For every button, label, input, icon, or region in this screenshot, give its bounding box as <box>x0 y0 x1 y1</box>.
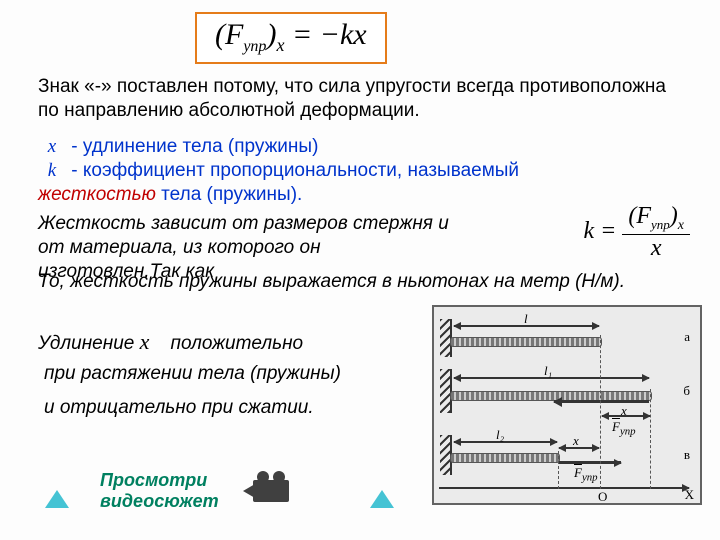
nav-prev-icon[interactable] <box>45 490 69 508</box>
symbol-k: k <box>38 159 66 183</box>
def-k-text-c: тела (пружины). <box>156 184 302 205</box>
camera-icon[interactable] <box>243 476 289 506</box>
definitions-block: x - удлинение тела (пружины) k - коэффиц… <box>38 135 678 206</box>
def-x-text: - удлинение тела (пружины) <box>71 136 318 157</box>
label-l1: l₁ <box>544 363 552 379</box>
nav-next-icon[interactable] <box>370 490 394 508</box>
label-a: а <box>684 329 690 345</box>
label-X: X <box>685 487 694 503</box>
spring-diagram: l а l₁ б x Fупр l₂ x Fупр в O X <box>432 305 702 505</box>
label-F2: Fупр <box>574 465 598 484</box>
label-l2: l₂ <box>496 427 504 443</box>
label-b: б <box>683 383 690 399</box>
explanation-minus-sign: Знак «-» поставлен потому, что сила упру… <box>38 75 678 123</box>
k-formula: k = (Fупр)x x <box>583 203 690 262</box>
label-l: l <box>524 311 528 327</box>
compression-text: и отрицательно при сжатии. <box>44 396 314 420</box>
stretching-text: при растяжении тела (пружины) <box>44 362 341 386</box>
label-O: O <box>598 489 607 505</box>
units-text: То, жесткость пружины выражается в ньюто… <box>38 270 678 294</box>
def-k-text-a: - коэффициент пропорциональности, называ… <box>71 160 519 181</box>
label-c: в <box>684 447 690 463</box>
stiffness-term: жесткостью <box>38 184 156 205</box>
symbol-x-inline: x <box>140 329 150 354</box>
video-link[interactable]: Просмотри видеосюжет <box>100 470 220 511</box>
label-F1: Fупр <box>612 419 636 438</box>
label-x2: x <box>573 433 579 449</box>
label-x1: x <box>621 403 627 419</box>
hooke-formula-box: (Fупр)x = −kx <box>195 12 387 64</box>
symbol-x: x <box>38 135 66 159</box>
formula-text: (Fупр)x = −kx <box>215 18 367 51</box>
elongation-positive: Удлинение x положительно <box>38 328 303 356</box>
